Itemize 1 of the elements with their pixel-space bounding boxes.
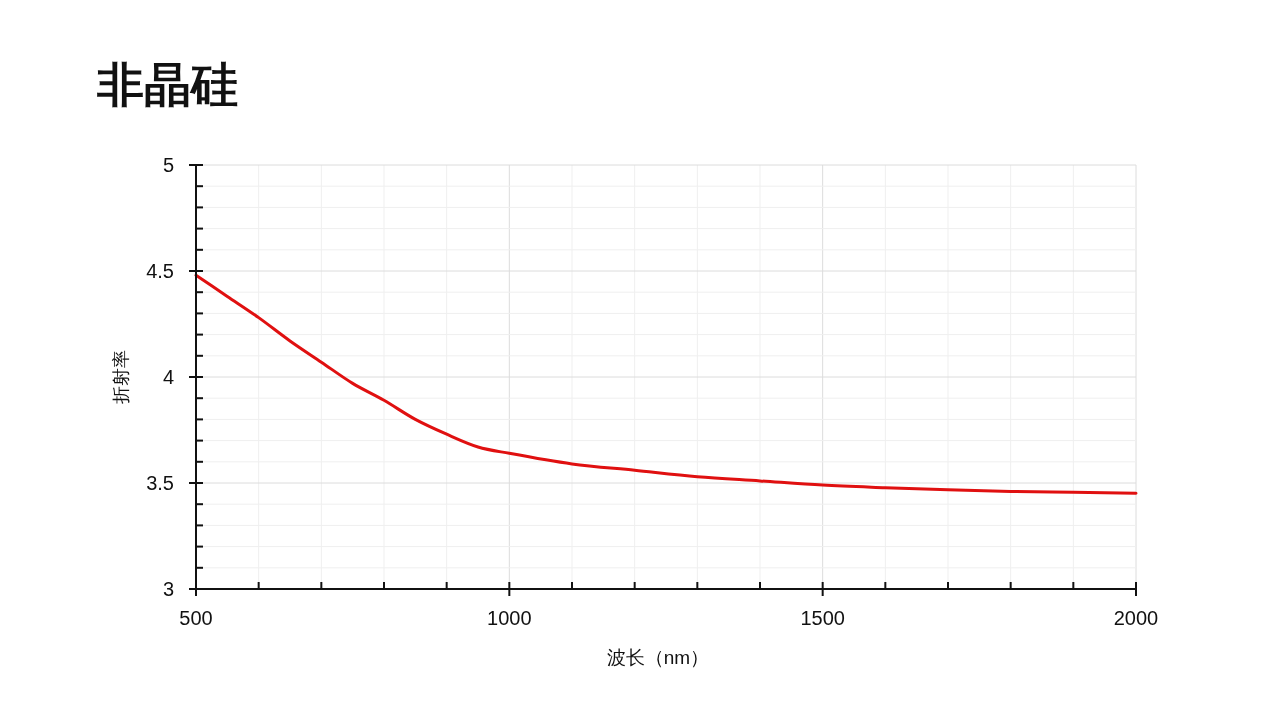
- title: 非晶硅: [97, 58, 238, 111]
